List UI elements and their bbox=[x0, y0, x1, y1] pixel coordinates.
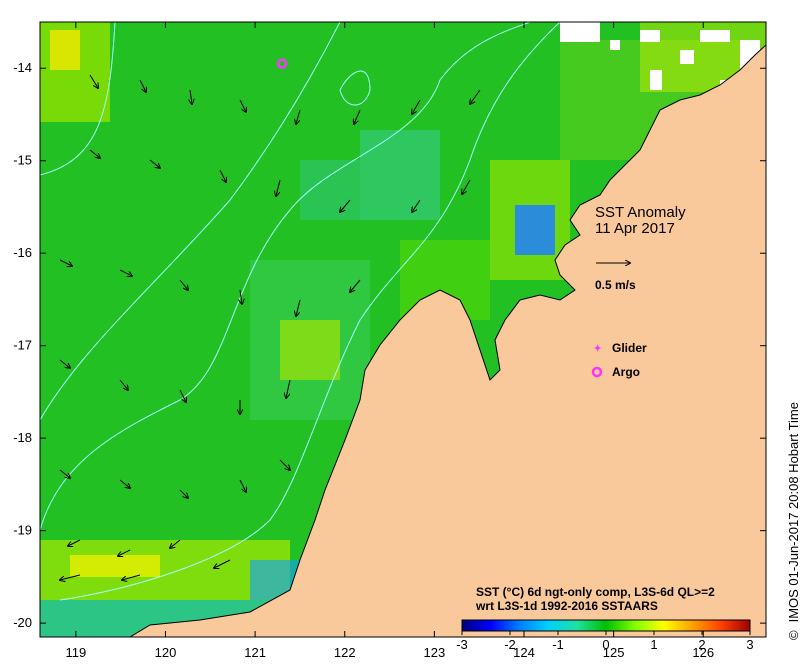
argo-float-marker bbox=[276, 58, 288, 69]
glider-legend-icon: ✦ bbox=[593, 343, 602, 355]
colorbar-tick-label: -1 bbox=[552, 637, 564, 652]
colorbar-tick-label: 0 bbox=[602, 637, 609, 652]
credit-text: IMOS 01-Jun-2017 20:08 Hobart Time bbox=[786, 402, 801, 623]
lat-tick-label: -20 bbox=[13, 615, 32, 630]
colorbar-tick-label: -3 bbox=[456, 637, 468, 652]
no-data-patches bbox=[560, 22, 760, 90]
lon-tick-label: 119 bbox=[65, 645, 86, 660]
map-title: SST Anomaly bbox=[595, 204, 686, 221]
current-vectors bbox=[60, 74, 481, 580]
bathymetry-contours bbox=[40, 22, 561, 601]
colorbar-ticks: -3 -2 -1 0 1 2 3 bbox=[456, 631, 754, 652]
colorbar-tick-label: 2 bbox=[698, 637, 705, 652]
lon-tick-label: 123 bbox=[424, 645, 446, 660]
lat-tick-label: -19 bbox=[13, 523, 32, 538]
colorbar-tick-label: 3 bbox=[746, 637, 753, 652]
map-date: 11 Apr 2017 bbox=[595, 220, 675, 237]
lat-tick-label: -18 bbox=[13, 430, 32, 445]
lon-tick-label: 124 bbox=[513, 645, 535, 660]
lon-tick-label: 125 bbox=[603, 645, 625, 660]
colorbar-tick-label: 1 bbox=[650, 637, 657, 652]
lon-tick-label: 126 bbox=[692, 645, 714, 660]
plot-frame bbox=[39, 21, 767, 638]
lat-tick-label: -15 bbox=[13, 153, 32, 168]
credit-line: © IMOS 01-Jun-2017 20:08 Hobart Time bbox=[786, 340, 801, 640]
land-mass bbox=[129, 22, 766, 637]
colorbar-description-line2: wrt L3S-1d 1992-2016 SSTAARS bbox=[476, 599, 658, 613]
colorbar-ramp bbox=[461, 619, 751, 632]
legend-glider-label: Glider bbox=[612, 341, 647, 355]
colorbar-description-line1: SST (°C) 6d ngt-only comp, L3S-6d QL>=2 bbox=[476, 585, 715, 599]
lat-tick-label: -17 bbox=[13, 338, 32, 353]
lat-tick-label: -14 bbox=[13, 60, 32, 75]
argo-legend-icon bbox=[591, 366, 603, 378]
scale-arrow-label: 0.5 m/s bbox=[595, 278, 636, 292]
lon-tick-label: 121 bbox=[244, 645, 266, 660]
longitude-axis: 119 120 121 122 123 124 125 126 bbox=[65, 22, 714, 660]
legend-argo-label: Argo bbox=[612, 365, 640, 379]
lon-tick-label: 122 bbox=[334, 645, 356, 660]
lat-tick-label: -16 bbox=[13, 245, 32, 260]
colorbar: -3 -2 -1 0 1 2 3 bbox=[456, 619, 754, 652]
latitude-axis: -14 -15 -16 -17 -18 -19 -20 bbox=[13, 60, 766, 630]
lon-tick-label: 120 bbox=[155, 645, 177, 660]
copyright-icon: © bbox=[786, 630, 801, 640]
colorbar-tick-label: -2 bbox=[504, 637, 516, 652]
